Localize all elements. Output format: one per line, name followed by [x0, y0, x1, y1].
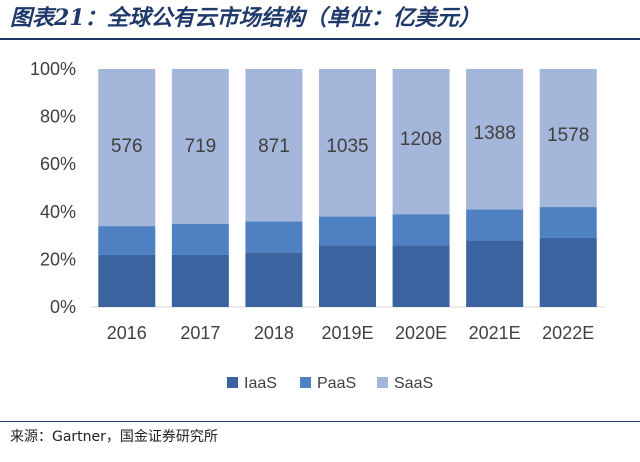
- bar-segment-paas-2018: [245, 221, 303, 253]
- bar-segment-paas-2020e: [392, 214, 450, 246]
- bar-segment-iaas-2018: [245, 252, 303, 307]
- bar-segment-iaas-2019e: [319, 245, 376, 307]
- bar-segment-saas-2020e: [392, 69, 450, 215]
- bar-group: 576 719 871 1035 1208 1388 1578: [98, 69, 597, 307]
- x-tick-label: 2018: [254, 323, 294, 343]
- data-label-total: 871: [258, 136, 290, 157]
- footer-divider: [0, 421, 640, 422]
- stacked-bar-chart: 0% 20% 40% 60% 80% 100% 576 719 871 1035 1208 1388…: [30, 59, 605, 392]
- x-tick-label: 2017: [180, 323, 220, 343]
- bar-segment-paas-2017: [171, 223, 229, 255]
- bar-segment-saas-2017: [171, 69, 229, 224]
- bar-segment-saas-2016: [98, 69, 156, 227]
- title-divider: [0, 38, 640, 40]
- legend-label-paas: PaaS: [317, 375, 356, 392]
- source-note: 来源：Gartner，国金证券研究所: [10, 429, 218, 445]
- y-tick-label: 40%: [40, 202, 76, 222]
- data-label-total: 576: [111, 136, 143, 157]
- data-label-total: 1388: [474, 123, 516, 144]
- legend-swatch-saas: [377, 377, 388, 388]
- y-axis: 0% 20% 40% 60% 80% 100%: [30, 59, 76, 317]
- bar-segment-saas-2021e: [466, 69, 524, 210]
- x-axis: 2016 2017 2018 2019E 2020E 2021E 2022E: [107, 323, 594, 343]
- bar-segment-iaas-2020e: [392, 245, 450, 307]
- y-tick-label: 80%: [40, 107, 76, 127]
- chart-title: 图表21：全球公有云市场结构（单位：亿美元）: [10, 5, 481, 31]
- bar-segment-iaas-2017: [171, 254, 229, 307]
- bar-segment-paas-2021e: [466, 209, 524, 241]
- y-tick-label: 20%: [40, 249, 76, 269]
- bar-segment-paas-2016: [98, 226, 156, 255]
- x-tick-label: 2021E: [469, 323, 521, 343]
- x-tick-label: 2016: [107, 323, 147, 343]
- legend-label-iaas: IaaS: [244, 375, 277, 392]
- x-tick-label: 2022E: [542, 323, 594, 343]
- x-tick-label: 2019E: [321, 323, 373, 343]
- bar-segment-saas-2022e: [539, 69, 597, 208]
- data-label-total: 719: [185, 136, 217, 157]
- bar-segment-iaas-2016: [98, 254, 156, 307]
- data-label-total: 1578: [547, 125, 589, 146]
- data-label-total: 1208: [400, 129, 442, 150]
- x-tick-label: 2020E: [395, 323, 447, 343]
- data-label-total: 1035: [326, 136, 368, 157]
- legend-label-saas: SaaS: [394, 375, 433, 392]
- y-tick-label: 100%: [30, 59, 76, 79]
- bar-segment-paas-2019e: [319, 216, 376, 246]
- bar-segment-paas-2022e: [539, 207, 597, 238]
- legend-swatch-iaas: [227, 377, 238, 388]
- y-tick-label: 0%: [50, 297, 76, 317]
- legend: IaaS PaaS SaaS: [227, 375, 433, 392]
- bar-segment-saas-2019e: [319, 69, 376, 217]
- bar-segment-iaas-2021e: [466, 240, 524, 307]
- y-tick-label: 60%: [40, 154, 76, 174]
- bar-segment-iaas-2022e: [539, 237, 597, 307]
- legend-swatch-paas: [300, 377, 311, 388]
- bar-segment-saas-2018: [245, 69, 303, 222]
